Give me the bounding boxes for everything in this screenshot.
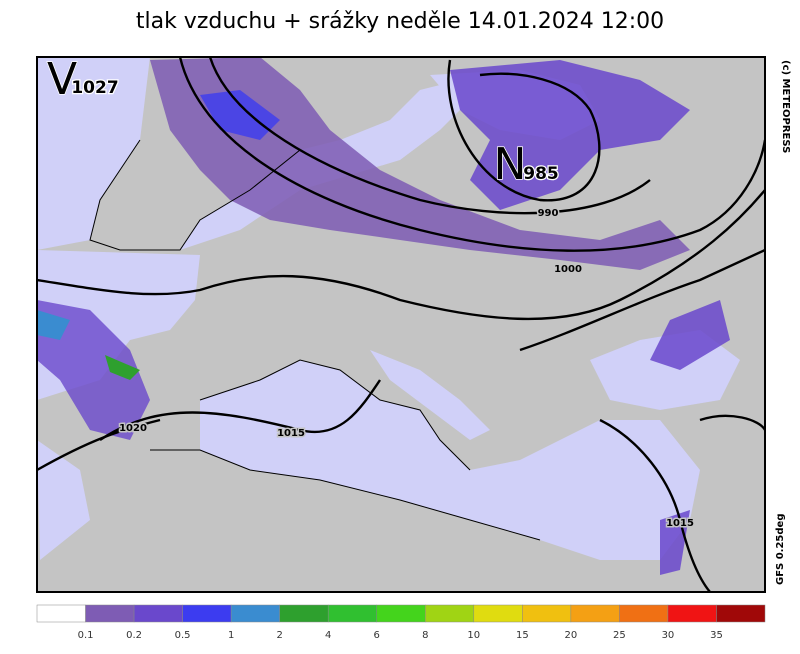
legend-label: 1 <box>228 630 234 641</box>
legend-swatch <box>327 604 377 623</box>
legend-label: 8 <box>422 630 428 641</box>
pressure-center-letter: N <box>494 139 527 190</box>
title: tlak vzduchu + srážky neděle 14.01.2024 … <box>136 9 664 34</box>
legend-label: 35 <box>710 630 723 641</box>
precipitation <box>450 60 690 210</box>
coastline <box>89 139 541 541</box>
pressure-center-letter: V <box>47 54 77 105</box>
legend-swatch <box>522 604 572 623</box>
legend-swatch <box>376 604 426 623</box>
sea <box>370 350 490 440</box>
legend-label: 15 <box>516 630 529 641</box>
precipitation <box>105 355 140 380</box>
legend-label: 0.1 <box>78 630 94 641</box>
pressure-center-value: 985 <box>523 164 559 184</box>
isobar-label: 1020 <box>119 423 147 434</box>
legend-swatch <box>182 604 232 623</box>
legend-swatch <box>133 604 183 623</box>
legend-label: 10 <box>467 630 480 641</box>
legend-swatch <box>570 604 620 623</box>
legend-label: 0.5 <box>175 630 191 641</box>
legend: 0.1 0.2 0.5 1 2 4 6 8 10 15 20 25 30 35 <box>36 604 766 641</box>
legend-swatch <box>667 604 717 623</box>
legend-label: 2 <box>276 630 282 641</box>
isobar-label: 1015 <box>666 518 694 529</box>
legend-swatch <box>279 604 329 623</box>
legend-label: 0.2 <box>126 630 142 641</box>
sea <box>37 440 90 560</box>
legend-swatch <box>473 604 523 623</box>
precipitation <box>150 57 690 270</box>
model-credit: GFS 0.25deg <box>775 514 786 586</box>
precipitation <box>650 300 730 370</box>
precipitation <box>37 300 150 440</box>
legend-label: 4 <box>325 630 331 641</box>
precipitation <box>37 310 70 340</box>
legend-swatch <box>425 604 475 623</box>
map-frame <box>36 56 766 593</box>
legend-swatch <box>36 604 86 623</box>
legend-swatch <box>230 604 280 623</box>
legend-label: 20 <box>564 630 577 641</box>
isobar-label: 1000 <box>554 264 582 275</box>
isobar-label: 1015 <box>277 428 305 439</box>
legend-swatch <box>619 604 669 623</box>
legend-swatch <box>716 604 766 623</box>
pressure-center-value: 1027 <box>71 78 118 98</box>
sea <box>200 360 700 560</box>
legend-swatch <box>85 604 135 623</box>
copyright: (c) METEOPRESS <box>780 60 791 153</box>
sea <box>37 57 150 250</box>
isobar-label: 990 <box>538 208 559 219</box>
legend-label: 6 <box>374 630 380 641</box>
legend-label: 25 <box>613 630 626 641</box>
isobars <box>37 57 765 592</box>
legend-label: 30 <box>662 630 675 641</box>
